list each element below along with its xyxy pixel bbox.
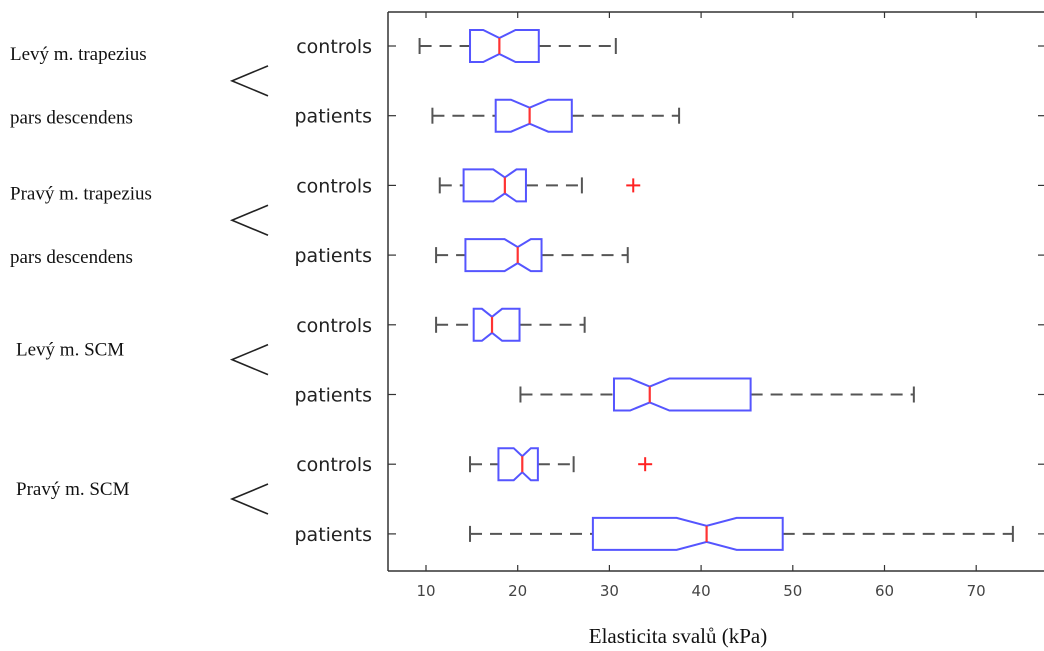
category-label: controls <box>296 315 372 337</box>
group-label-line: Levý m. SCM <box>16 340 124 361</box>
x-axis-title: Elasticita svalů (kPa) <box>589 624 767 648</box>
group-label-line: Levý m. trapezius <box>10 44 147 65</box>
group-label-line: pars descendens <box>10 247 133 268</box>
box-rows: controls patients controls patients controls… <box>294 29 1044 551</box>
category-label: controls <box>296 175 372 197</box>
notched-box <box>612 377 752 412</box>
notched-box <box>591 516 784 551</box>
group-bracket <box>229 204 269 236</box>
category-label: patients <box>294 385 372 407</box>
x-axis-ticks: 10 20 30 40 50 60 70 <box>416 12 986 600</box>
group-bracket <box>229 65 269 97</box>
notched-box <box>464 238 543 273</box>
x-tick-label: 30 <box>600 582 619 600</box>
category-label: patients <box>294 106 372 128</box>
notched-box <box>472 307 521 342</box>
notched-box <box>469 29 540 63</box>
group-labels: Levý m. trapezius pars descendens Pravý m.… <box>10 44 269 515</box>
x-tick-label: 40 <box>692 582 711 600</box>
category-label: controls <box>296 454 372 476</box>
x-tick-label: 10 <box>416 582 435 600</box>
group-label-line: pars descendens <box>10 108 133 129</box>
x-tick-label: 70 <box>967 582 986 600</box>
group-label-line: Pravý m. trapezius <box>10 183 152 204</box>
category-label: patients <box>294 245 372 267</box>
x-tick-label: 50 <box>783 582 802 600</box>
notched-box <box>497 447 539 482</box>
group-label-line: Pravý m. SCM <box>16 479 130 500</box>
category-label: patients <box>294 524 372 546</box>
notched-box <box>462 168 527 203</box>
group-bracket <box>229 343 269 376</box>
x-tick-label: 60 <box>875 582 894 600</box>
category-label: controls <box>296 36 372 58</box>
x-tick-label: 20 <box>508 582 527 600</box>
group-bracket <box>229 483 269 515</box>
notched-box <box>494 98 573 133</box>
